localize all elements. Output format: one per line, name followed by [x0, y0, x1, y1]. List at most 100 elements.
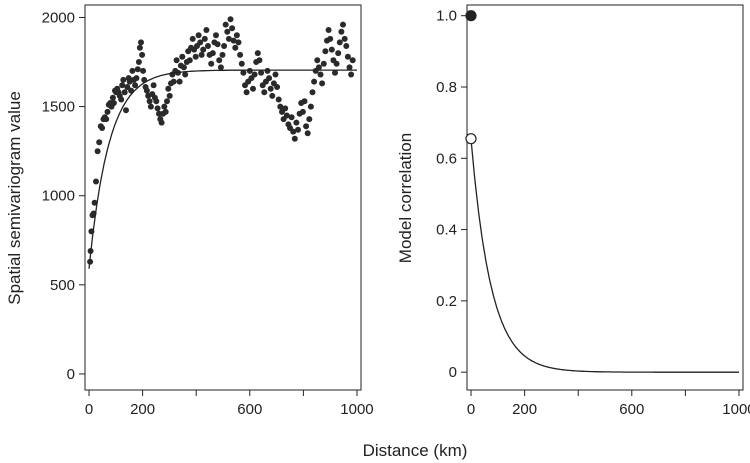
right-y-tick-label: 0.6 [436, 150, 457, 167]
semivariogram-point [290, 128, 297, 135]
semivariogram-point [299, 108, 306, 115]
semivariogram-point [189, 35, 196, 42]
right-y-tick-label: 0.4 [436, 222, 457, 239]
semivariogram-point [250, 85, 256, 92]
semivariogram-point [154, 105, 161, 112]
semivariogram-point [216, 57, 223, 64]
semivariogram-point [135, 59, 142, 65]
semivariogram-point [317, 71, 324, 78]
semivariogram-point [225, 35, 232, 42]
semivariogram-point [146, 98, 153, 105]
semivariogram-point [158, 119, 165, 126]
semivariogram-point [349, 57, 356, 64]
left-axis-ticks: 0 200 600 1000 0 500 1000 1500 2000 [42, 9, 374, 418]
semivariogram-point [219, 51, 226, 58]
semivariogram-point [213, 32, 219, 39]
semivariogram-point [104, 108, 111, 115]
right-x-tick-label: 1000 [722, 401, 750, 418]
semivariogram-point [283, 112, 290, 119]
left-y-tick-label: 0 [67, 366, 75, 383]
semivariogram-point [306, 116, 313, 123]
semivariogram-point [198, 51, 205, 58]
open-marker [465, 133, 477, 145]
shared-x-axis-label: Distance (km) [363, 441, 468, 460]
semivariogram-point [91, 199, 98, 206]
semivariogram-point [322, 48, 329, 55]
semivariogram-point [246, 67, 253, 74]
semivariogram-point [124, 84, 131, 90]
semivariogram-point [138, 39, 144, 46]
semivariogram-point [327, 35, 334, 42]
semivariogram-point [123, 107, 129, 114]
right-x-tick-label: 0 [467, 401, 475, 418]
semivariogram-point [109, 94, 116, 101]
semivariogram-point [120, 76, 127, 83]
semivariogram-point [214, 41, 221, 48]
semivariogram-point [230, 37, 237, 44]
semivariogram-point [304, 130, 311, 137]
semivariogram-point [173, 57, 180, 64]
semivariogram-point [314, 57, 321, 64]
semivariogram-point [143, 87, 150, 94]
semivariogram-point [291, 135, 298, 142]
correlation-model-curve [470, 138, 739, 373]
semivariogram-point [328, 46, 335, 53]
semivariogram-point [96, 139, 103, 146]
semivariogram-point [170, 78, 177, 85]
semivariogram-point [221, 43, 228, 49]
semivariogram-point [186, 57, 193, 64]
semivariogram-point [320, 60, 327, 67]
semivariogram-point [119, 82, 126, 89]
semivariogram-point [227, 16, 234, 23]
semivariogram-point [180, 64, 187, 71]
semivariogram-point [192, 53, 199, 60]
semivariogram-point [238, 60, 245, 67]
semivariogram-point [325, 27, 332, 33]
semivariogram-point [333, 60, 340, 67]
semivariogram-point [309, 89, 316, 96]
semivariogram-point [110, 100, 117, 106]
semivariogram-point [201, 35, 208, 42]
semivariogram-point [258, 69, 265, 76]
semivariogram-point [340, 21, 346, 28]
semivariogram-point [161, 103, 168, 110]
semivariogram-point [197, 39, 204, 46]
semivariogram-point [341, 35, 348, 42]
semivariogram-point [217, 64, 224, 71]
semivariogram-point [288, 114, 295, 121]
semivariogram-point [164, 98, 170, 105]
left-y-tick-label: 1000 [42, 188, 75, 205]
semivariogram-point [166, 92, 173, 99]
semivariogram-point [176, 78, 183, 85]
correlation-markers [465, 10, 477, 145]
semivariogram-point [162, 108, 169, 115]
semivariogram-model-curve [88, 69, 357, 269]
semivariogram-point [165, 85, 172, 92]
semivariogram-point [232, 44, 239, 51]
semivariogram-point [134, 66, 141, 73]
semivariogram-point [336, 39, 343, 46]
semivariogram-point [153, 98, 160, 105]
left-x-tick-label: 1000 [340, 401, 373, 418]
semivariogram-point [209, 50, 216, 57]
semivariogram-point [99, 125, 106, 131]
semivariogram-point [203, 27, 210, 33]
semivariogram-point [118, 96, 125, 103]
semivariogram-point [233, 32, 240, 39]
semivariogram-point [301, 98, 308, 105]
semivariogram-point [229, 25, 236, 32]
right-y-axis-label: Model correlation [396, 133, 415, 263]
semivariogram-point [240, 69, 247, 76]
semivariogram-point [195, 32, 202, 39]
semivariogram-point [254, 50, 261, 57]
semivariogram-point [344, 53, 351, 60]
left-y-axis-label: Spatial semivariogram value [5, 91, 24, 305]
semivariogram-point [343, 43, 350, 49]
left-x-tick-label: 0 [85, 401, 93, 418]
semivariogram-point [182, 71, 189, 78]
semivariogram-points [87, 16, 356, 265]
semivariogram-point [277, 103, 284, 110]
semivariogram-point [179, 53, 186, 60]
left-y-tick-label: 1500 [42, 99, 75, 116]
